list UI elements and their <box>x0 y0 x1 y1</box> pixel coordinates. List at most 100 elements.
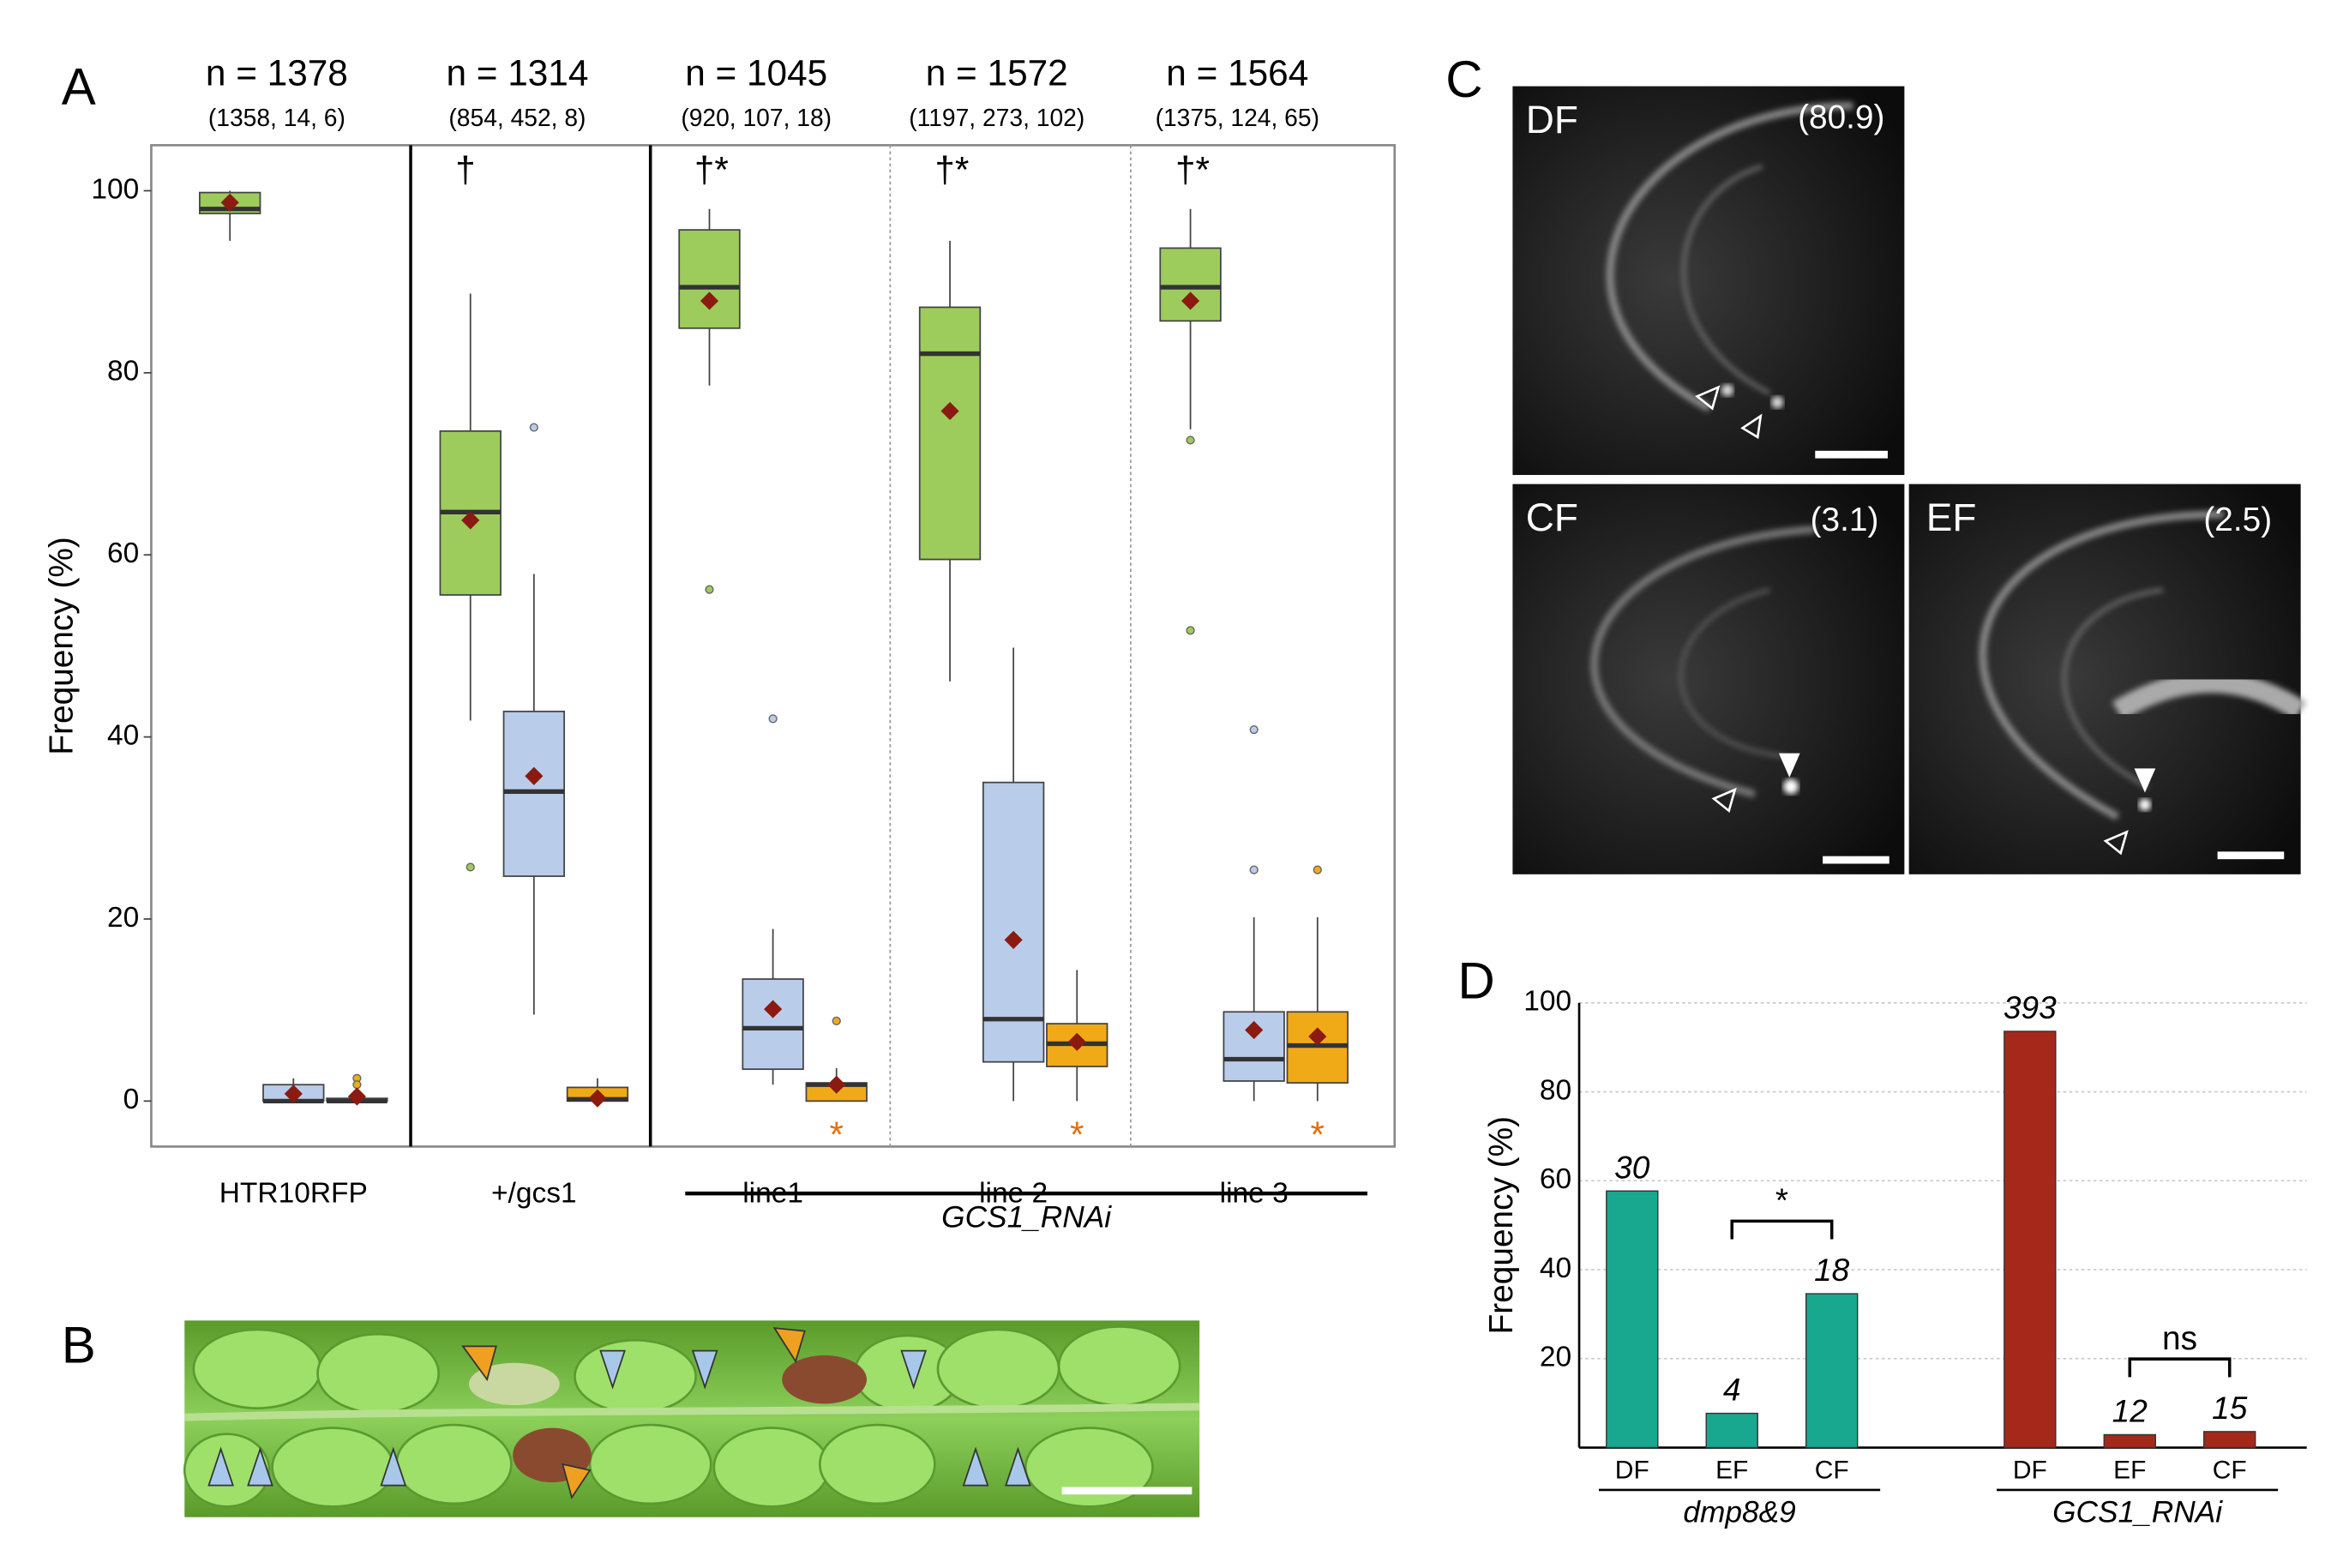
mean-marker <box>940 401 959 421</box>
bar <box>1705 1412 1758 1449</box>
mean-marker <box>1181 291 1200 310</box>
x-tick-label: EF <box>2113 1457 2146 1485</box>
comparison-bracket <box>1730 1219 1834 1240</box>
comparison-label: ns <box>2162 1320 2197 1357</box>
micrograph-value: (3.1) <box>1811 502 1879 538</box>
micrograph-label: CF <box>1526 495 1578 539</box>
y-axis-label: Frequency (%) <box>1483 1116 1520 1334</box>
box <box>1159 247 1222 322</box>
panel-label: C <box>1445 51 1482 108</box>
significance-mark: * <box>829 1114 843 1155</box>
count-label: (1375, 124, 65) <box>1156 104 1319 131</box>
count-label: (920, 107, 18) <box>681 104 832 131</box>
n-label: n = 1045 <box>685 52 827 93</box>
y-axis-label: Frequency (%) <box>43 537 80 754</box>
x-tick-label: HTR10RFP <box>219 1178 368 1210</box>
y-tick-label: 100 <box>1523 986 1571 1018</box>
micrograph-value: (80.9) <box>1798 99 1884 136</box>
outlier <box>1186 626 1195 635</box>
micrograph-label: EF <box>1926 495 1977 539</box>
micrograph: DF (80.9) <box>1512 86 1905 476</box>
panel-label: A <box>62 58 96 116</box>
y-tick-label: 20 <box>1540 1342 1571 1373</box>
significance-mark: †* <box>934 149 969 189</box>
n-label: n = 1314 <box>446 52 588 93</box>
mean-marker <box>1067 1032 1086 1051</box>
n-label: n = 1572 <box>926 52 1068 93</box>
n-label: n = 1378 <box>206 52 348 93</box>
mean-marker <box>220 193 239 212</box>
outlier <box>705 585 714 594</box>
mean-marker <box>525 766 544 785</box>
plot-frame <box>150 144 1397 1148</box>
group-label: GCS1_RNAi <box>2052 1495 2223 1529</box>
significance-mark: * <box>1311 1114 1325 1155</box>
outlier <box>466 862 475 872</box>
mean-marker <box>588 1089 607 1108</box>
significance-mark: †* <box>694 149 729 189</box>
comparison-label: * <box>1775 1182 1788 1219</box>
outlier <box>352 1080 362 1090</box>
y-tick-label: 80 <box>1540 1074 1571 1106</box>
n-label: n = 1564 <box>1166 52 1308 93</box>
x-tick-label: +/gcs1 <box>491 1178 577 1210</box>
group-label: dmp8&9 <box>1683 1495 1795 1529</box>
count-label: (1358, 14, 6) <box>208 104 345 131</box>
mean-marker <box>284 1084 303 1103</box>
group-label: GCS1_RNAi <box>941 1200 1112 1234</box>
outlier <box>1186 436 1195 445</box>
panel-label: D <box>1457 952 1494 1009</box>
x-tick-label: CF <box>1815 1457 1849 1485</box>
box <box>742 978 804 1071</box>
bar <box>1606 1190 1659 1449</box>
micrograph: EF (2.5) <box>1908 484 2307 874</box>
silique-photo <box>183 1320 1200 1517</box>
bar <box>2103 1433 2156 1449</box>
mean-marker <box>347 1087 366 1106</box>
y-tick-label: 100 <box>91 173 139 205</box>
count-label: 393 <box>2004 989 2057 1025</box>
x-tick-label: CF <box>2213 1457 2247 1485</box>
micrograph: CF (3.1) <box>1512 484 1905 874</box>
mean-marker <box>764 1000 783 1018</box>
y-tick-label: 80 <box>107 356 139 387</box>
mean-marker <box>1004 930 1023 949</box>
mean-marker <box>1245 1020 1264 1040</box>
count-label: (854, 452, 8) <box>448 104 586 131</box>
bar <box>2203 1431 2256 1449</box>
outlier <box>1313 865 1322 874</box>
mean-marker <box>1308 1027 1327 1046</box>
count-label: 12 <box>2112 1393 2148 1429</box>
y-tick-label: 20 <box>107 902 139 934</box>
comparison-bracket <box>2128 1357 2232 1378</box>
box <box>502 710 566 877</box>
x-tick-label: DF <box>2013 1457 2047 1485</box>
panel-label: B <box>62 1317 96 1374</box>
y-tick-label: 0 <box>123 1084 140 1115</box>
outlier <box>1249 724 1259 735</box>
y-tick-label: 60 <box>1540 1163 1571 1195</box>
bar <box>1805 1293 1859 1449</box>
mean-marker <box>461 511 480 530</box>
mean-marker <box>827 1075 846 1094</box>
box <box>918 306 982 561</box>
count-label: 15 <box>2212 1390 2248 1426</box>
bar <box>2004 1030 2057 1449</box>
x-tick-label: DF <box>1615 1457 1649 1485</box>
outlier <box>768 714 778 724</box>
y-tick-label: 60 <box>107 538 139 569</box>
box <box>678 229 741 329</box>
mean-marker <box>700 291 719 310</box>
y-tick-label: 40 <box>107 719 139 751</box>
significance-mark: * <box>1070 1114 1084 1155</box>
significance-mark: †* <box>1175 149 1210 189</box>
count-label: (1197, 273, 102) <box>909 104 1084 131</box>
micrograph-value: (2.5) <box>2203 502 2272 538</box>
outlier <box>529 423 538 432</box>
x-tick-label: EF <box>1715 1457 1748 1485</box>
significance-mark: † <box>455 149 476 189</box>
outlier <box>832 1016 841 1026</box>
count-label: 18 <box>1814 1252 1850 1288</box>
